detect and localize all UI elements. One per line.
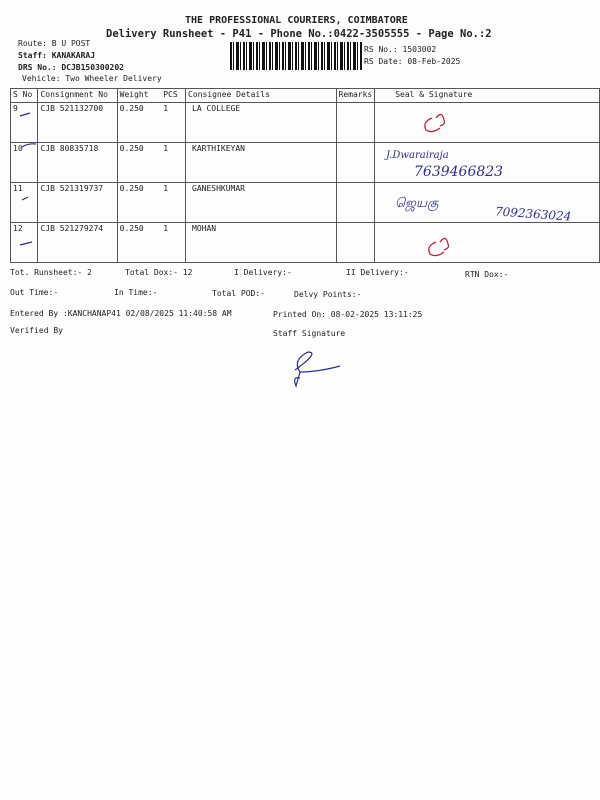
pcs: 1 xyxy=(161,222,187,263)
staff: Staff: KANAKARAJ xyxy=(18,51,96,60)
consignment-no: CJB 521279274 xyxy=(37,222,118,263)
consignment-no: CJB 521132700 xyxy=(37,102,118,143)
weight: 0.250 xyxy=(116,102,162,143)
total-pod: Total POD:- xyxy=(212,289,265,298)
pcs: 1 xyxy=(161,102,187,143)
vehicle: Vehicle: Two Wheeler Delivery xyxy=(22,74,162,83)
seal-signature xyxy=(374,102,600,143)
seal-signature xyxy=(374,142,600,183)
tick-mark xyxy=(19,241,33,246)
consignee: GANESHKUMAR xyxy=(185,182,337,223)
route: Route: B U POST xyxy=(18,39,91,48)
weight: 0.250 xyxy=(116,182,162,223)
rs-date: RS Date: 08-Feb-2025 xyxy=(364,57,461,66)
company-name: THE PROFESSIONAL COURIERS, COIMBATORE xyxy=(185,15,408,26)
entered-by: Entered By :KANCHANAP41 02/08/2025 11:40… xyxy=(10,309,232,318)
verified-by: Verified By xyxy=(10,326,63,335)
sno: 9 xyxy=(9,102,39,143)
in-time: In Time:- xyxy=(114,288,158,297)
consignee: MOHAN xyxy=(185,222,337,263)
total-dox: Total Dox:- 12 xyxy=(125,268,193,277)
runsheet-title: Delivery Runsheet - P41 - Phone No.:0422… xyxy=(106,28,492,40)
barcode xyxy=(230,42,362,70)
table-row: 9 CJB 521132700 0.250 1 LA COLLEGE xyxy=(9,102,600,143)
runsheet-table: S No Consignment No Weight PCS Consignee… xyxy=(9,88,600,263)
tick-mark xyxy=(19,112,31,117)
printed-on: Printed On: 08-02-2025 13:11:25 xyxy=(273,310,423,319)
i-delivery: I Delivery:- xyxy=(234,268,292,277)
rtn-dox: RTN Dox:- xyxy=(465,270,509,279)
out-time: Out Time:- xyxy=(10,288,59,297)
consignee: KARTHIKEYAN xyxy=(185,142,337,183)
table-row: 11 CJB 521319737 0.250 1 GANESHKUMAR xyxy=(9,182,600,223)
seal-mark xyxy=(428,237,450,257)
seal-signature xyxy=(374,222,600,263)
handwritten-phone: 7639466823 xyxy=(414,164,504,180)
remarks xyxy=(335,142,376,183)
seal-signature xyxy=(374,182,600,223)
seal-mark xyxy=(424,113,446,133)
tick-mark xyxy=(21,196,29,201)
handwritten-signature: ஜெயகு xyxy=(395,196,439,211)
table-header: S No Consignment No Weight PCS Consignee… xyxy=(9,88,600,103)
sno: 12 xyxy=(9,222,39,263)
tot-runsheet: Tot. Runsheet:- 2 xyxy=(10,268,92,277)
table-row: 10 CJB 80835718 0.250 1 KARTHIKEYAN xyxy=(9,142,600,183)
tick-mark xyxy=(21,143,37,148)
delvy-points: Delvy Points:- xyxy=(294,290,362,299)
rs-no: RS No.: 1503002 xyxy=(364,45,437,54)
pcs: 1 xyxy=(161,182,187,223)
consignee: LA COLLEGE xyxy=(185,102,337,143)
pcs: 1 xyxy=(161,142,187,183)
table-row: 12 CJB 521279274 0.250 1 MOHAN xyxy=(9,222,600,263)
consignment-no: CJB 80835718 xyxy=(37,142,118,183)
handwritten-name: J.Dwarairaja xyxy=(386,150,449,161)
staff-signature-label: Staff Signature xyxy=(273,329,346,338)
staff-signature-scribble xyxy=(294,351,341,388)
sno: 10 xyxy=(9,142,39,183)
weight: 0.250 xyxy=(116,222,162,263)
ii-delivery: II Delivery:- xyxy=(346,268,409,277)
drs-no: DRS No.: DCJB150300202 xyxy=(18,63,124,72)
